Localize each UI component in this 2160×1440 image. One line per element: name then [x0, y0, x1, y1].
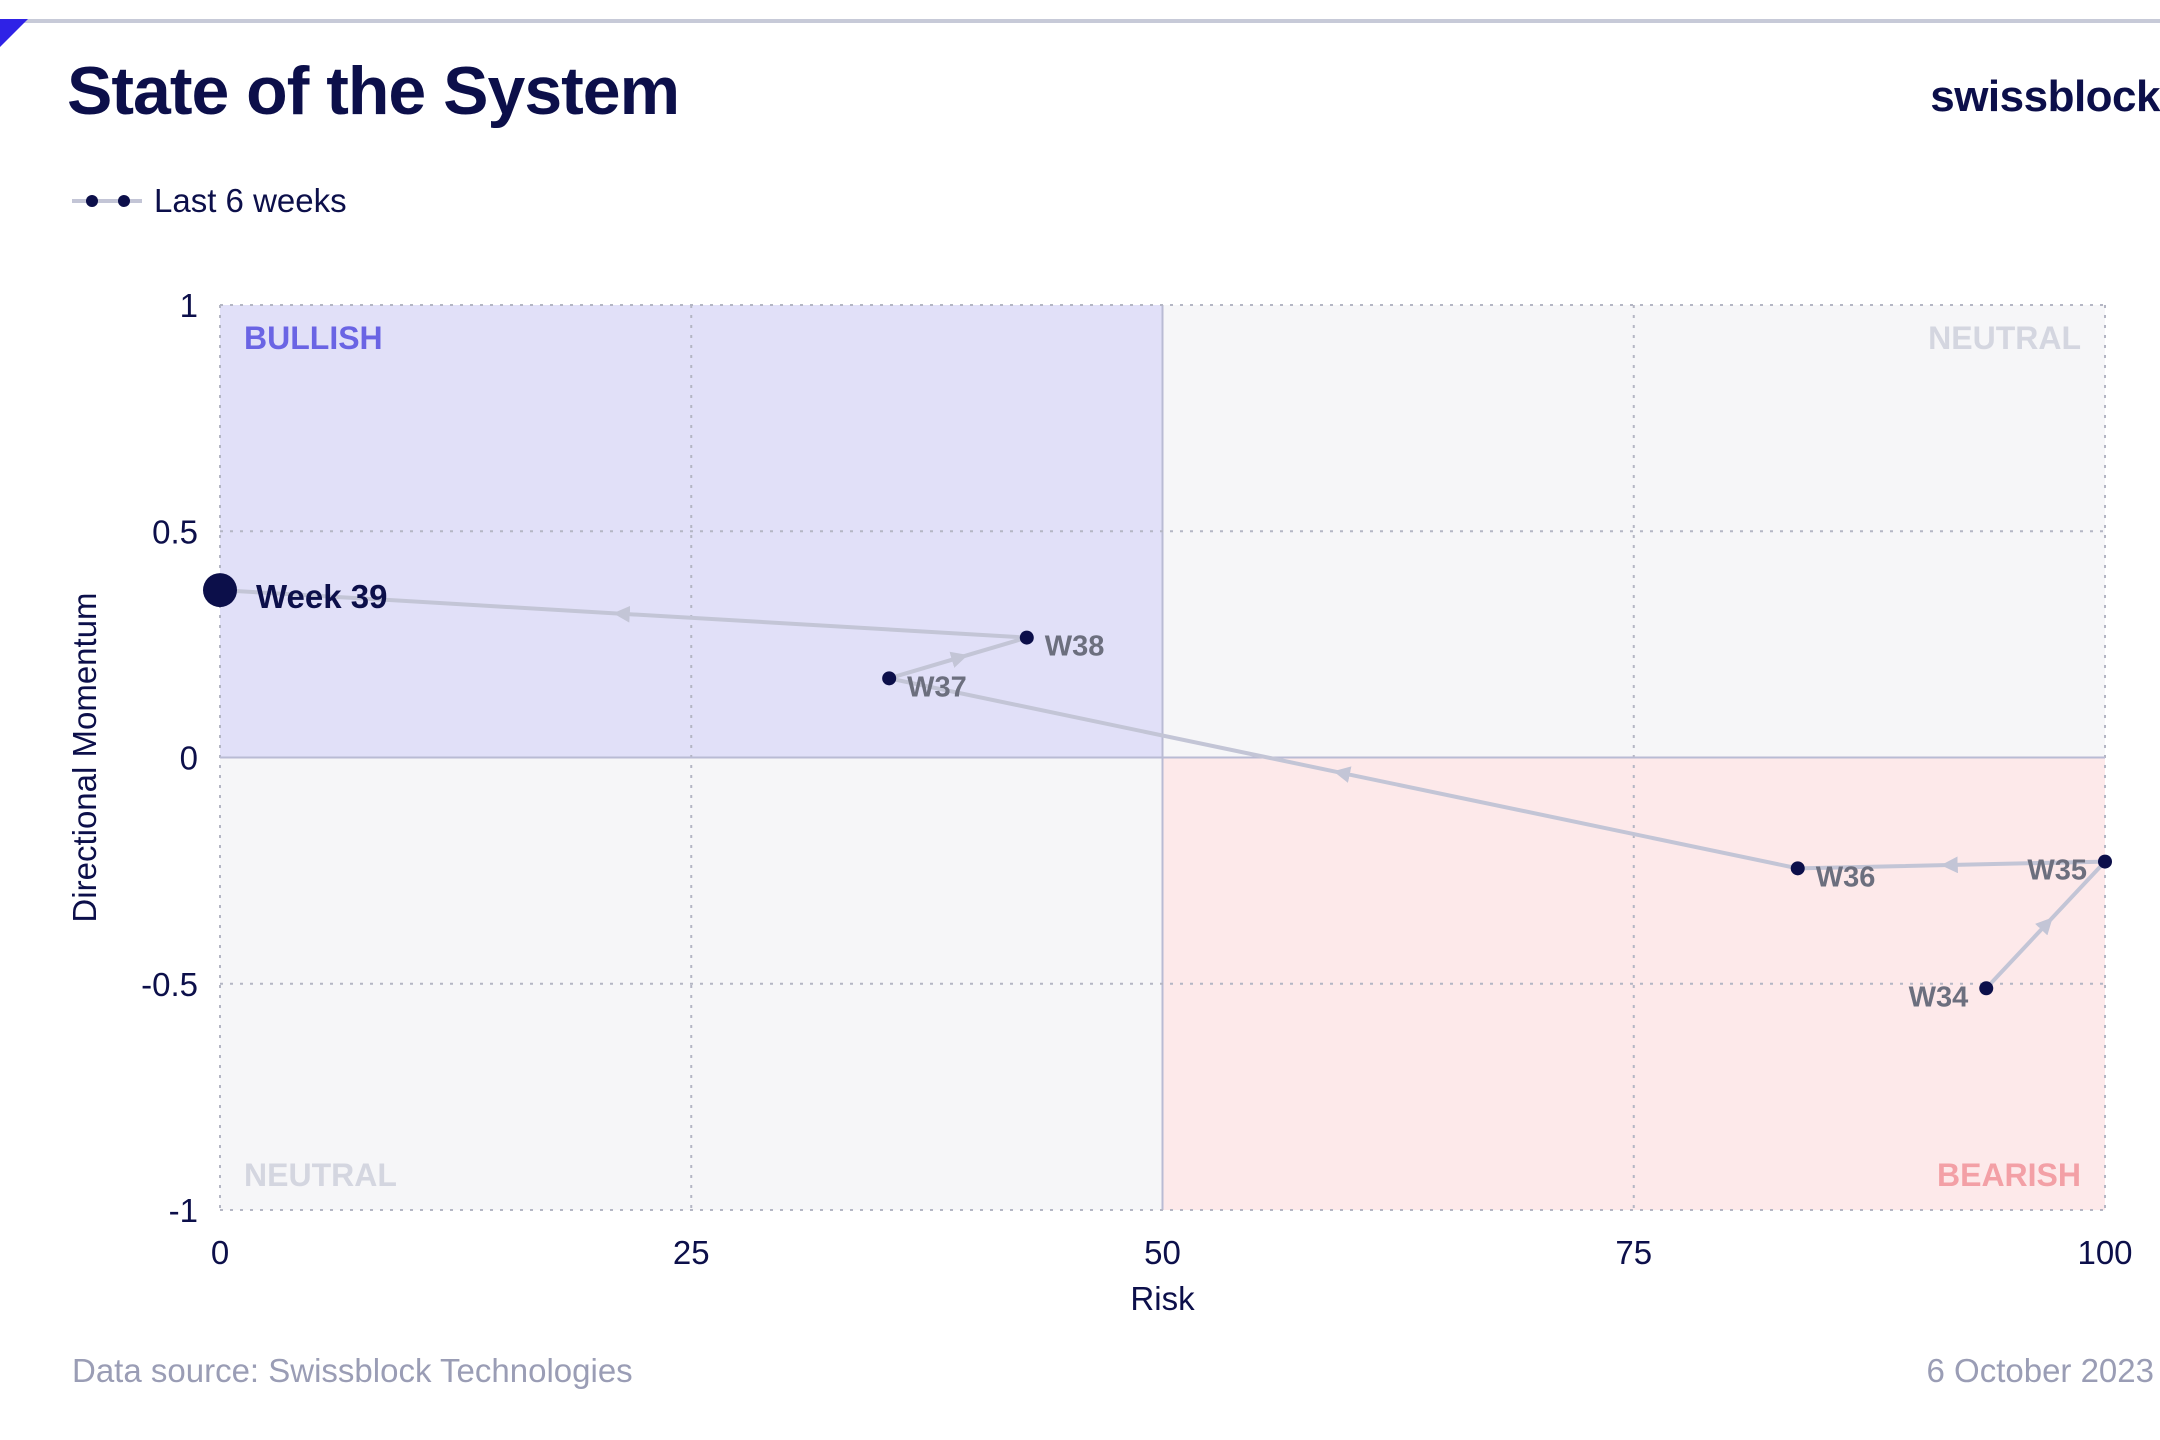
legend-label: Last 6 weeks	[154, 182, 347, 219]
quadrant-label-bullish: BULLISH	[244, 320, 383, 356]
legend: Last 6 weeks	[70, 182, 347, 220]
chart-title: State of the System	[67, 53, 680, 129]
trajectory-path	[219, 588, 2107, 990]
quadrant-labels: BULLISH NEUTRAL NEUTRAL BEARISH	[244, 320, 2081, 1193]
grid-lines	[219, 304, 2106, 1211]
data-point	[203, 573, 237, 608]
direction-arrow	[949, 651, 968, 668]
y-axis-label: Directional Momentum	[66, 592, 103, 922]
data-label: W34	[1909, 981, 1969, 1013]
x-axis-label: Risk	[1130, 1280, 1195, 1317]
brand-logo: swissblock	[1930, 72, 2160, 121]
corner-accent	[0, 19, 28, 47]
data-label: W37	[907, 671, 967, 703]
quadrant-label-bearish: BEARISH	[1937, 1157, 2081, 1193]
data-point	[882, 671, 897, 686]
data-label: W35	[2027, 855, 2087, 887]
direction-arrow	[2035, 917, 2053, 936]
data-point	[2098, 854, 2112, 869]
publication-date: 6 October 2023	[1926, 1352, 2155, 1389]
data-point	[1790, 861, 1805, 876]
quadrant-label-neutral-bottom: NEUTRAL	[244, 1157, 397, 1193]
quadrant-label-neutral-top: NEUTRAL	[1928, 320, 2081, 356]
direction-arrow	[1333, 766, 1352, 783]
x-tick-label: 0	[211, 1234, 229, 1271]
data-label: Week 39	[256, 578, 387, 615]
x-tick-label: 25	[673, 1234, 710, 1271]
legend-marker	[72, 195, 142, 207]
data-label: W38	[1045, 631, 1105, 663]
data-points: W34 W35 W36 W37 W38 Week 39	[203, 573, 2112, 1013]
data-label: W36	[1816, 861, 1876, 893]
y-tick-label: 0.5	[152, 513, 198, 550]
quadrant-neutral-top	[1162, 305, 2105, 758]
data-source: Data source: Swissblock Technologies	[72, 1352, 633, 1389]
y-tick-label: 0	[180, 740, 198, 777]
x-tick-label: 100	[2077, 1234, 2132, 1271]
x-tick-label: 75	[1615, 1234, 1652, 1271]
y-tick-label: 1	[180, 287, 198, 324]
data-point	[1019, 630, 1034, 645]
axis-ticks: 0 25 50 75 100 -1 -0.5 0 0.5 1	[141, 287, 2132, 1271]
x-tick-label: 50	[1144, 1234, 1181, 1271]
y-tick-label: -0.5	[141, 966, 198, 1003]
top-rule	[0, 19, 2160, 23]
data-point	[1979, 981, 1994, 996]
y-tick-label: -1	[169, 1192, 198, 1229]
